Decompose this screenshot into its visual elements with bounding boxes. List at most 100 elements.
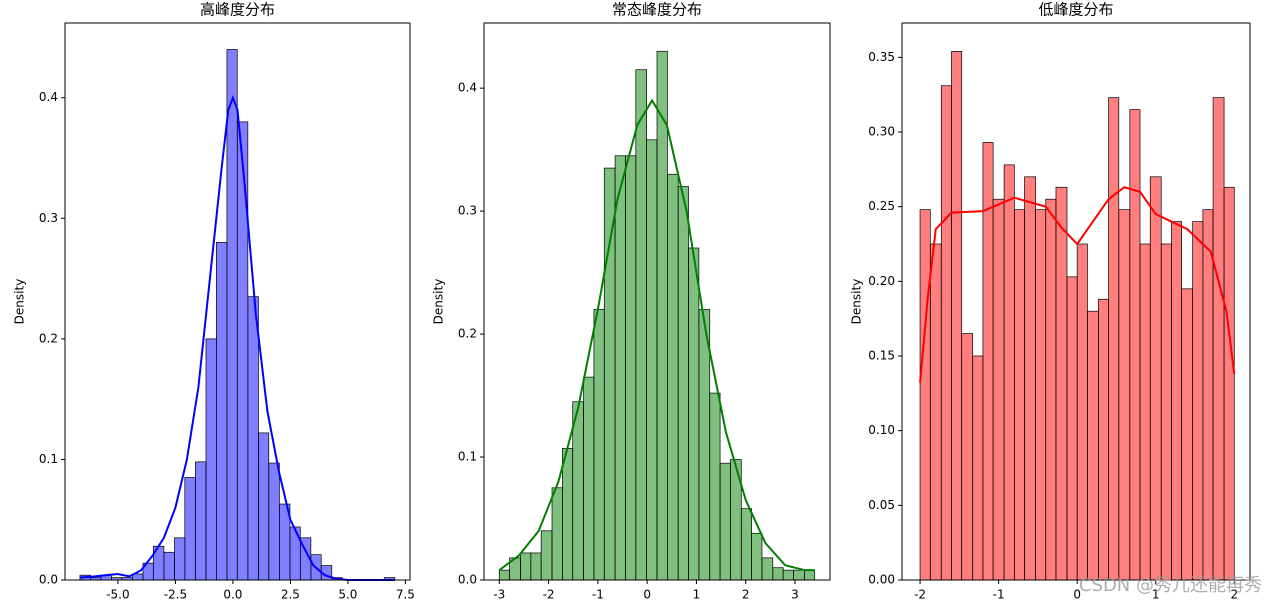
y-tick-label: 0.0	[39, 573, 58, 587]
bar	[1139, 243, 1151, 581]
bar	[972, 355, 984, 581]
x-tick-label: -2	[914, 588, 926, 602]
bar	[498, 569, 510, 581]
bar	[195, 461, 207, 581]
watermark: CSDN @秀儿还能再秀	[1079, 575, 1262, 596]
bar	[258, 432, 270, 581]
kde-line	[919, 186, 1236, 383]
x-tick-label: 0	[1073, 588, 1081, 602]
x-tick-label: 0	[643, 588, 651, 602]
y-tick-label: 0.35	[868, 50, 895, 64]
y-tick-label: 0.3	[458, 204, 477, 218]
plot-frame	[901, 22, 1251, 581]
bar	[1160, 243, 1172, 581]
bar	[1171, 221, 1183, 581]
bar	[603, 167, 616, 581]
bar	[751, 532, 763, 581]
bar	[940, 85, 952, 581]
y-tick-label: 0.1	[458, 450, 477, 464]
bar	[174, 537, 186, 581]
bar	[247, 296, 259, 581]
bar	[236, 121, 249, 581]
bar	[1066, 276, 1078, 581]
y-tick-label: 0.30	[868, 125, 895, 139]
bar	[698, 309, 711, 581]
bar	[205, 338, 217, 581]
bar	[772, 567, 784, 581]
bar	[184, 477, 196, 581]
x-tick-label: -1	[592, 588, 604, 602]
bar	[572, 401, 584, 581]
bar	[740, 508, 752, 581]
bar	[656, 50, 668, 581]
x-tick-label: 2	[742, 588, 750, 602]
bar	[709, 392, 721, 581]
x-tick-label: 7.5	[396, 588, 415, 602]
bar	[1024, 176, 1036, 581]
bar	[1181, 288, 1194, 581]
y-tick-label: 0.10	[868, 423, 895, 437]
bar	[951, 51, 963, 581]
y-tick-label: 0.2	[39, 331, 58, 345]
bar	[163, 551, 175, 581]
bar	[1045, 198, 1057, 581]
y-tick-label: 0.25	[868, 199, 895, 213]
bar	[719, 462, 731, 581]
bar	[215, 242, 228, 581]
bar	[530, 552, 542, 581]
bar	[268, 462, 280, 581]
bar	[635, 69, 647, 581]
kde-line	[79, 94, 395, 581]
bar	[782, 569, 794, 581]
bar	[677, 186, 689, 581]
bar	[667, 173, 679, 581]
bar	[1149, 176, 1162, 581]
bar	[646, 139, 658, 581]
chart-title: 低峰度分布	[1038, 1, 1113, 19]
y-tick-label: 0.3	[39, 211, 58, 225]
bar	[540, 530, 553, 581]
y-tick-label: 0.4	[458, 81, 477, 95]
bar	[520, 552, 532, 581]
y-axis-label: Density	[850, 279, 864, 325]
bar	[562, 448, 574, 581]
y-axis-label: Density	[432, 279, 446, 325]
y-tick-label: 0.0	[458, 573, 477, 587]
y-tick-label: 0.20	[868, 274, 895, 288]
bar	[1129, 109, 1141, 581]
bar	[226, 49, 238, 581]
chart-title: 常态峰度分布	[612, 1, 702, 19]
bar	[804, 569, 816, 581]
plot-frame	[64, 22, 411, 581]
bar	[593, 309, 605, 581]
bar	[793, 569, 805, 581]
bar	[761, 557, 774, 581]
x-tick-label: 5.0	[338, 588, 357, 602]
bar	[1076, 243, 1088, 581]
x-tick-label: 2	[1230, 588, 1238, 602]
bar	[1212, 97, 1225, 581]
bar	[1108, 97, 1120, 581]
bar	[1055, 186, 1068, 581]
bar	[583, 376, 595, 581]
bar	[1118, 209, 1131, 581]
bar	[551, 487, 563, 581]
bar	[1013, 209, 1025, 581]
x-tick-label: 2.5	[281, 588, 300, 602]
bar	[1192, 221, 1204, 581]
y-axis-label: Density	[13, 279, 27, 325]
x-tick-label: -1	[993, 588, 1005, 602]
bar	[614, 155, 626, 581]
y-tick-label: 0.1	[39, 452, 58, 466]
x-tick-label: 1	[1152, 588, 1160, 602]
bar	[992, 198, 1005, 581]
bar	[1223, 186, 1235, 581]
bar	[1087, 310, 1099, 581]
y-tick-label: 0.4	[39, 90, 58, 104]
x-tick-label: 3	[791, 588, 799, 602]
bar	[1098, 298, 1109, 581]
bar	[929, 243, 942, 581]
bar	[961, 333, 974, 581]
